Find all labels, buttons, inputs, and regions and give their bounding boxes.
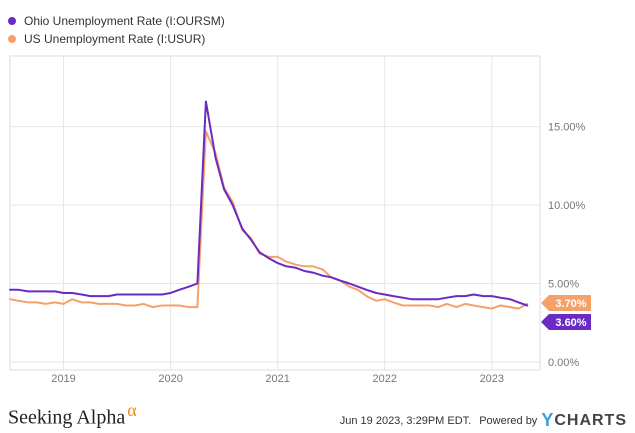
- ycharts-wordmark: CHARTS: [554, 411, 627, 429]
- footer-attribution: Jun 19 2023, 3:29PM EDT. Powered by Y CH…: [340, 410, 627, 431]
- x-tick-label: 2023: [480, 373, 504, 385]
- legend-item-us[interactable]: US Unemployment Rate (I:USUR): [8, 30, 225, 48]
- brand-name: Seeking Alpha: [8, 406, 126, 429]
- series-line-ohio: [9, 100, 529, 307]
- plot-area-border: [9, 55, 541, 371]
- legend: Ohio Unemployment Rate (I:OURSM) US Unem…: [8, 12, 225, 48]
- y-tick-label: 15.00%: [548, 122, 586, 134]
- end-flag-ohio: [541, 314, 591, 330]
- series-line-us: [9, 130, 529, 310]
- x-tick-label: 2021: [265, 373, 289, 385]
- x-tick-label: 2020: [158, 373, 182, 385]
- legend-item-ohio[interactable]: Ohio Unemployment Rate (I:OURSM): [8, 12, 225, 30]
- legend-label-ohio: Ohio Unemployment Rate (I:OURSM): [24, 14, 225, 28]
- legend-label-us: US Unemployment Rate (I:USUR): [24, 32, 206, 46]
- powered-by-text: Powered by: [479, 414, 538, 427]
- series-layer: [9, 100, 529, 310]
- seeking-alpha-logo: Seeking Alpha α: [8, 400, 137, 430]
- timestamp: Jun 19 2023, 3:29PM EDT.: [339, 414, 472, 427]
- x-tick-label: 2022: [373, 373, 397, 385]
- ycharts-logo[interactable]: Y CHARTS: [541, 410, 627, 431]
- end-labels: 3.70% 3.60%: [541, 295, 591, 330]
- y-axis-ticks: 0.00% 5.00% 10.00% 15.00%: [548, 122, 586, 369]
- x-tick-label: 2019: [51, 373, 75, 385]
- end-label-us: 3.70%: [555, 298, 586, 310]
- alpha-symbol: α: [127, 400, 137, 420]
- ohio-legend-dot-icon: [8, 17, 16, 25]
- grid: [10, 56, 540, 370]
- y-tick-label: 10.00%: [548, 200, 586, 212]
- us-legend-dot-icon: [8, 35, 16, 43]
- ycharts-y-icon: Y: [541, 410, 554, 430]
- line-chart: 2019 2020 2021 2022 2023 0.00% 5.00% 10.00% 15.…: [9, 55, 591, 385]
- end-flag-us: [541, 295, 591, 311]
- end-label-ohio: 3.60%: [555, 317, 586, 329]
- x-axis-ticks: 2019 2020 2021 2022 2023: [51, 373, 504, 385]
- y-tick-label: 5.00%: [548, 279, 579, 291]
- y-tick-label: 0.00%: [548, 357, 579, 369]
